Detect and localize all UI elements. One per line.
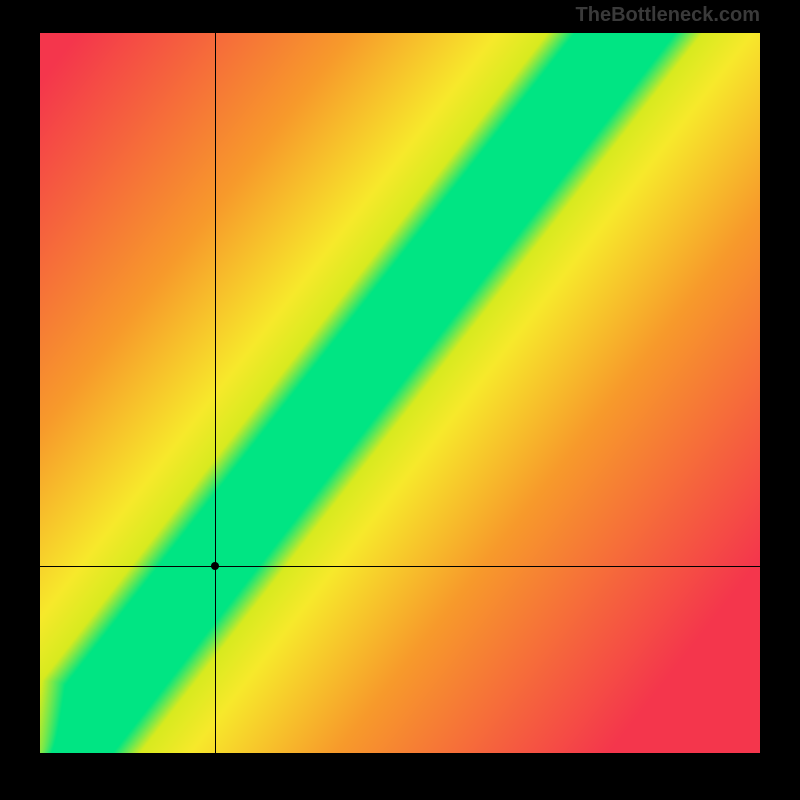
watermark-label: TheBottleneck.com [576, 4, 760, 27]
crosshair-horizontal [40, 566, 760, 567]
crosshair-vertical [215, 33, 216, 753]
heatmap-canvas [40, 33, 760, 753]
crosshair-marker [211, 562, 219, 570]
heatmap-plot [40, 33, 760, 753]
